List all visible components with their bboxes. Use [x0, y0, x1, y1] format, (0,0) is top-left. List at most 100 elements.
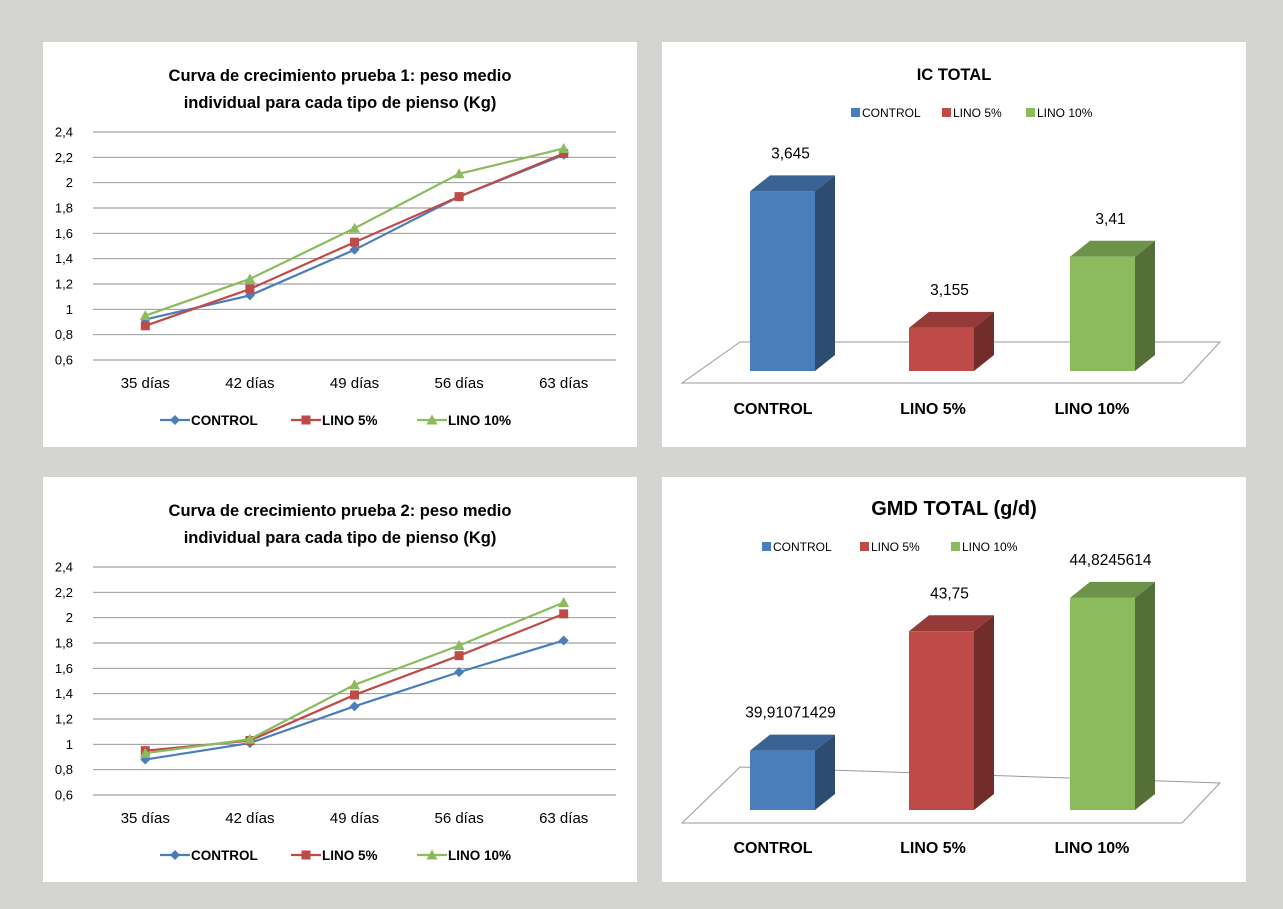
data-point — [558, 635, 569, 646]
x-tick-label: 56 días — [434, 810, 483, 827]
y-tick-label: 2,2 — [55, 150, 73, 165]
chart-title: GMD TOTAL (g/d) — [871, 498, 1037, 520]
legend-swatch — [942, 108, 951, 117]
data-label: 3,155 — [930, 282, 969, 299]
x-tick-label: 56 días — [434, 375, 483, 392]
data-point — [244, 273, 256, 284]
y-tick-label: 1,8 — [55, 636, 73, 651]
series-lino-10- — [139, 596, 570, 758]
y-tick-label: 1 — [66, 302, 73, 317]
y-tick-label: 1,4 — [55, 251, 73, 266]
legend-marker — [170, 850, 180, 860]
legend-swatch — [860, 542, 869, 551]
legend-label: LINO 10% — [962, 540, 1018, 554]
series-lino-5- — [140, 149, 569, 331]
legend-label: CONTROL — [191, 848, 258, 863]
data-point — [349, 244, 360, 255]
series-line — [145, 639, 565, 761]
data-label: 3,645 — [771, 145, 810, 162]
legend: CONTROL LINO 5% LINO 10% — [160, 413, 511, 428]
y-tick-label: 1,6 — [55, 226, 73, 241]
data-point — [558, 596, 570, 607]
y-tick-label: 2 — [66, 610, 73, 625]
legend-swatch — [851, 108, 860, 117]
legend-label: LINO 5% — [953, 106, 1002, 120]
legend: CONTROL LINO 5% LINO 10% — [762, 540, 1018, 554]
y-tick-label: 1,8 — [55, 201, 73, 216]
y-tick-label: 0,6 — [55, 353, 73, 368]
data-point — [454, 667, 465, 678]
data-point — [453, 640, 465, 651]
data-point — [244, 733, 256, 744]
y-tick-label: 1,4 — [55, 686, 73, 701]
bar-side — [974, 615, 994, 810]
data-point — [350, 237, 359, 247]
legend-label: LINO 10% — [1037, 106, 1093, 120]
y-tick-label: 2,2 — [55, 585, 73, 600]
bar-side — [1135, 581, 1155, 810]
chart-title-line-1: Curva de crecimiento prueba 1: peso medi… — [169, 67, 512, 85]
data-point — [245, 284, 255, 294]
legend-label: LINO 10% — [448, 848, 511, 863]
bar — [909, 631, 974, 810]
bar-top — [1070, 240, 1155, 257]
legend: CONTROL LINO 5% LINO 10% — [851, 106, 1093, 120]
x-tick-label: 63 días — [539, 375, 588, 392]
y-tick-label: 2,4 — [55, 125, 73, 140]
series-lino-10- — [139, 142, 570, 321]
data-point — [350, 690, 359, 700]
data-point — [349, 679, 360, 690]
chart-title: IC TOTAL — [917, 66, 992, 84]
data-point — [139, 747, 151, 758]
bar — [909, 327, 974, 371]
y-tick-label: 2 — [66, 175, 73, 190]
bar-top — [909, 311, 994, 328]
bar-side — [815, 175, 835, 371]
bar-top — [750, 734, 835, 751]
bar-control: 39,91071429 — [745, 705, 836, 810]
legend-marker — [426, 849, 438, 860]
legend-marker — [426, 414, 438, 425]
x-tick-label: 49 días — [330, 810, 379, 827]
series-control — [140, 149, 569, 325]
growth-chart-trial-1: Curva de crecimiento prueba 1: peso medi… — [43, 42, 637, 447]
ic-total-chart: IC TOTAL CONTROL LINO 5% LINO 10% 3,645 CONTR… — [662, 42, 1246, 447]
data-point — [559, 149, 569, 159]
x-category-label: CONTROL — [733, 401, 812, 418]
x-tick-label: 35 días — [121, 375, 170, 392]
y-tick-label: 0,8 — [55, 762, 73, 777]
data-label: 43,75 — [930, 585, 969, 602]
y-tick-label: 1,6 — [55, 661, 73, 676]
bar-lino-5-: 3,155 — [909, 282, 994, 371]
series-line — [145, 601, 565, 755]
gmd-total-chart: GMD TOTAL (g/d) CONTROL LINO 5% LINO 10% 39,… — [662, 477, 1246, 882]
y-tick-label: 0,8 — [55, 327, 73, 342]
data-point — [140, 321, 150, 331]
y-tick-label: 1,2 — [55, 712, 73, 727]
legend-marker — [301, 850, 311, 860]
bar-side — [974, 311, 994, 371]
chart-title-line-2: individual para cada tipo de pienso (Kg) — [184, 529, 497, 547]
legend-label: CONTROL — [773, 540, 832, 554]
legend-label: CONTROL — [862, 106, 921, 120]
bar-side — [1135, 240, 1155, 371]
x-category-label: LINO 5% — [900, 840, 966, 857]
data-point — [349, 222, 360, 233]
chart-title-line-1: Curva de crecimiento prueba 2: peso medi… — [169, 502, 512, 520]
y-tick-label: 1,2 — [55, 277, 73, 292]
y-tick-label: 1 — [66, 737, 73, 752]
bar-side — [815, 734, 835, 810]
legend-swatch — [1026, 108, 1035, 117]
legend-label: LINO 5% — [322, 848, 378, 863]
bar — [1070, 597, 1135, 810]
data-point — [453, 168, 465, 179]
x-category-label: LINO 10% — [1055, 840, 1130, 857]
legend-label: LINO 10% — [448, 413, 511, 428]
legend-label: LINO 5% — [322, 413, 378, 428]
chart-title-line-2: individual para cada tipo de pienso (Kg) — [184, 94, 497, 112]
x-tick-label: 49 días — [330, 375, 379, 392]
y-tick-label: 2,4 — [55, 560, 73, 575]
legend-swatch — [951, 542, 960, 551]
legend-label: LINO 5% — [871, 540, 920, 554]
bar-control: 3,645 — [750, 145, 835, 371]
